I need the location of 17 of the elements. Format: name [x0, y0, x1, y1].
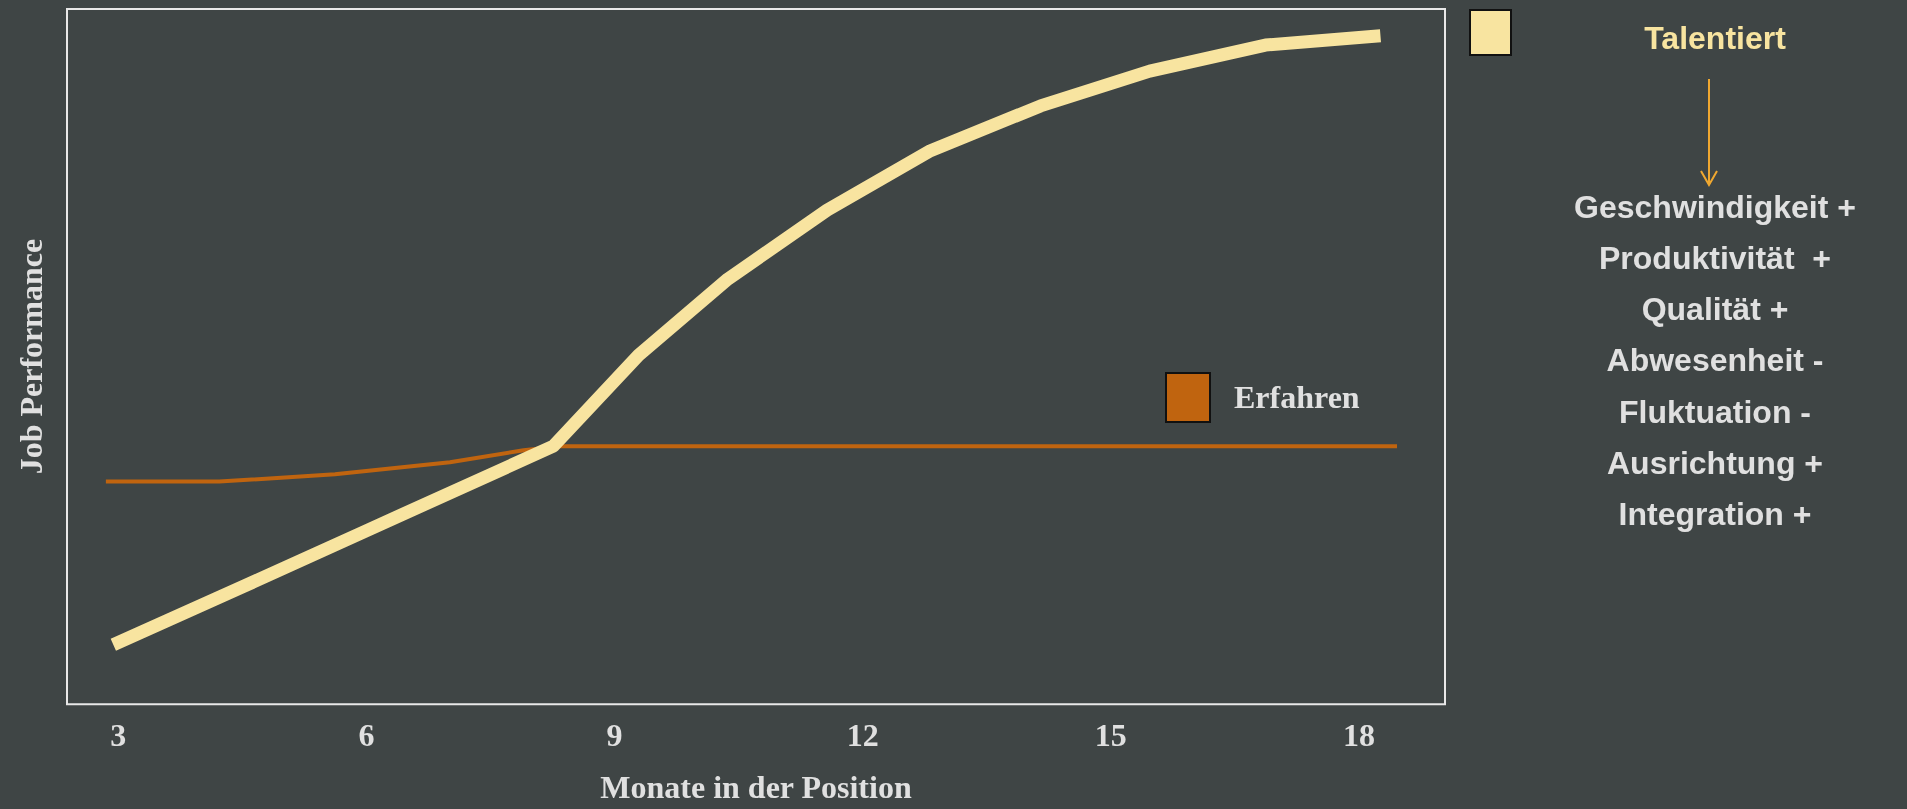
x-tick-label: 9: [606, 716, 623, 753]
x-tick-label: 6: [358, 716, 375, 753]
legend-label: Erfahren: [1234, 379, 1360, 416]
x-tick-label: 3: [110, 716, 127, 753]
text: Qualität +: [1641, 291, 1789, 328]
text: Abwesenheit -: [1606, 342, 1824, 379]
text: Integration +: [1618, 496, 1812, 533]
text: Talentiert: [1644, 19, 1787, 56]
text: Produktivität +: [1598, 240, 1832, 277]
x-axis-title: Monate in der Position: [600, 769, 912, 806]
x-tick-label: 15: [1094, 716, 1127, 753]
y-axis-title: Job Performance: [13, 238, 50, 475]
x-tick-label: 12: [846, 716, 879, 753]
x-tick-label: 18: [1342, 716, 1375, 753]
text: Geschwindigkeit +: [1574, 188, 1856, 225]
text: Fluktuation -: [1619, 393, 1811, 430]
text: Ausrichtung +: [1606, 444, 1824, 481]
